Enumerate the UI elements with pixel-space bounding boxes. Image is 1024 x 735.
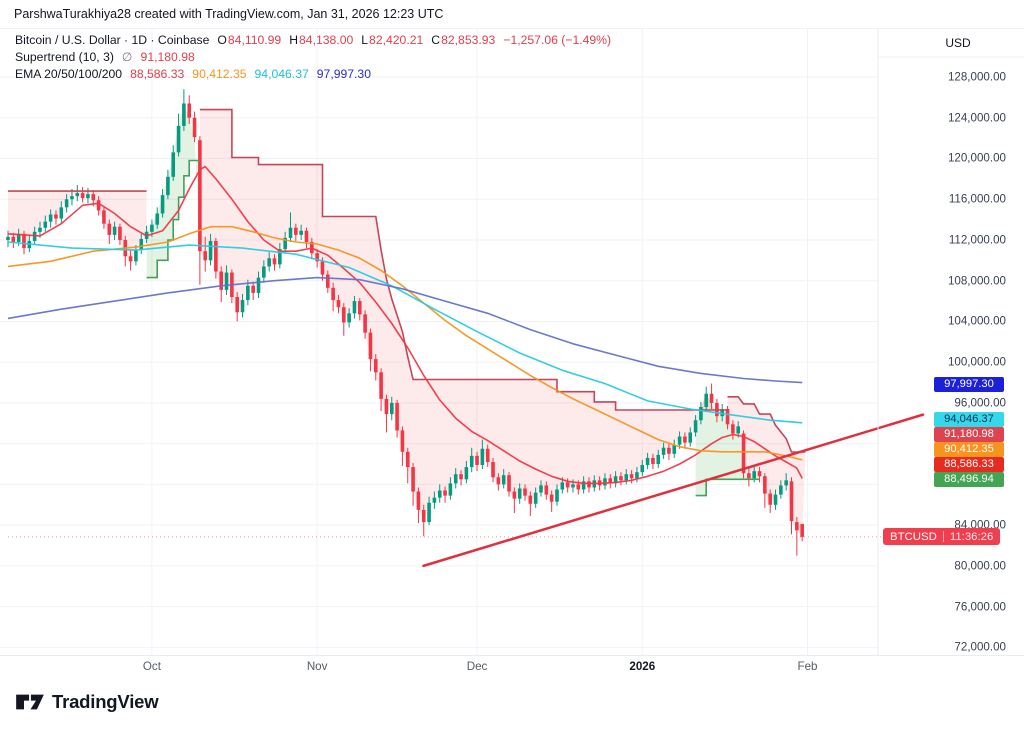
- ema100-value: 94,046.37: [254, 66, 309, 81]
- price-tick-label: 112,000.00: [948, 233, 1006, 247]
- badge-divider: [942, 531, 944, 542]
- bar-countdown: 11:36:26: [949, 530, 994, 543]
- indicator-price-badge: 94,046.37: [934, 412, 1004, 427]
- time-tick-label: 2026: [629, 660, 656, 673]
- tradingview-logo[interactable]: TradingView: [15, 690, 159, 714]
- open-value: O 84,110.99: [217, 32, 282, 47]
- price-tick-label: 72,000.00: [954, 640, 1006, 654]
- close-value: C 82,853.93: [431, 32, 496, 47]
- last-price-badge: BTCUSD 11:36:26: [883, 528, 1001, 545]
- high-value: H 84,138.00: [289, 32, 354, 47]
- price-tick-label: 76,000.00: [954, 600, 1006, 614]
- indicator-price-badge: 90,412.35: [934, 442, 1004, 457]
- supertrend-name: Supertrend (10, 3): [15, 49, 114, 64]
- supertrend-value: 91,180.98: [140, 49, 195, 64]
- price-tick-label: 96,000.00: [954, 396, 1006, 410]
- time-tick-label: Oct: [142, 660, 161, 673]
- price-tick-label: 116,000.00: [948, 192, 1006, 206]
- time-tick-label: Feb: [797, 660, 818, 673]
- time-tick-label: Nov: [306, 660, 328, 673]
- currency-label: USD: [945, 36, 971, 50]
- tradingview-logo-icon: [16, 694, 44, 710]
- price-tick-label: 104,000.00: [947, 314, 1006, 328]
- symbol-title: Bitcoin / U.S. Dollar · 1D · Coinbase: [15, 32, 210, 47]
- average-icon: ∅: [121, 49, 133, 64]
- indicator-price-badge: 88,496.94: [934, 472, 1004, 487]
- low-value: L 82,420.21: [361, 32, 424, 47]
- price-tick-label: 120,000.00: [947, 151, 1006, 165]
- indicator-price-badge: 91,180.98: [934, 427, 1004, 442]
- ema20-value: 88,586.33: [130, 66, 185, 81]
- legend-supertrend-row[interactable]: Supertrend (10, 3) ∅ 91,180.98: [15, 48, 195, 65]
- ema-name: EMA 20/50/100/200: [15, 66, 123, 81]
- price-tick-label: 124,000.00: [947, 111, 1006, 125]
- attribution-text: ParshwaTurakhiya28 created with TradingV…: [14, 7, 444, 21]
- indicator-price-badge: 88,586.33: [934, 457, 1004, 472]
- price-tick-label: 108,000.00: [947, 274, 1006, 288]
- symbol-ticker: BTCUSD: [890, 530, 937, 543]
- legend-ema-row[interactable]: EMA 20/50/100/200 88,586.33 90,412.35 94…: [15, 65, 371, 82]
- indicator-price-badge: 97,997.30: [934, 377, 1004, 392]
- ema50-value: 90,412.35: [192, 66, 247, 81]
- change-value: −1,257.06 (−1.49%): [503, 32, 612, 47]
- ema200-value: 97,997.30: [316, 66, 371, 81]
- price-tick-label: 80,000.00: [954, 559, 1006, 573]
- price-tick-label: 100,000.00: [947, 355, 1006, 369]
- time-tick-label: Dec: [466, 660, 488, 673]
- tradingview-logo-text: TradingView: [52, 691, 159, 712]
- price-tick-label: 128,000.00: [947, 70, 1006, 84]
